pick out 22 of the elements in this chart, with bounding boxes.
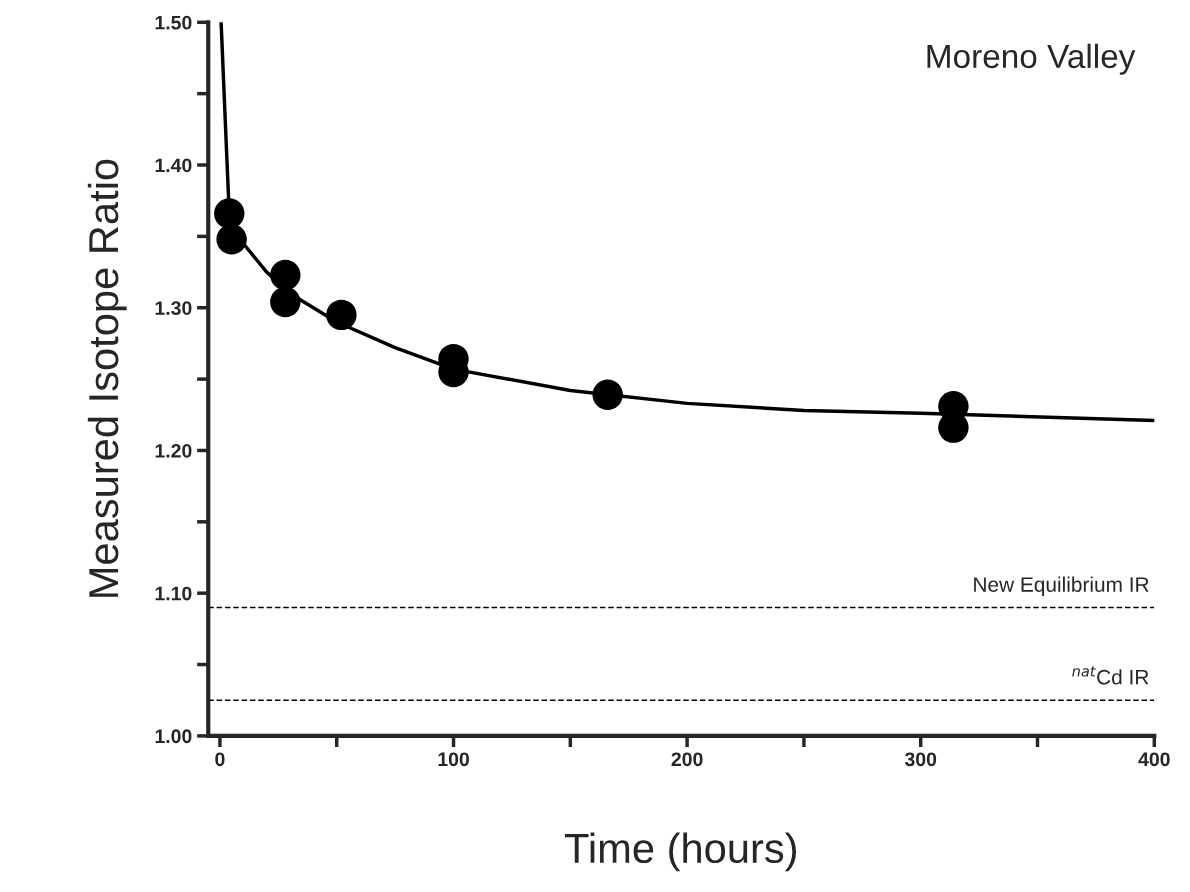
y-tick-label: 1.00 xyxy=(155,729,192,744)
x-tick-label: 200 xyxy=(671,752,703,767)
point xyxy=(216,224,247,255)
y-tick-label: 1.40 xyxy=(155,158,192,173)
ref-line-label: New Equilibrium IR xyxy=(974,576,1149,597)
y-axis-title: Measured Isotope Ratio xyxy=(87,159,127,597)
x-tick-label: 0 xyxy=(215,752,225,767)
ref-line-label: $^{nat}$Cd IR xyxy=(1072,666,1149,685)
point xyxy=(270,259,301,291)
y-tick-label: 1.10 xyxy=(155,586,192,601)
y-tick-label: 1.50 xyxy=(155,15,192,30)
y-tick-label: 1.20 xyxy=(155,443,192,458)
y-tick-label: 1.30 xyxy=(155,301,192,315)
point xyxy=(326,299,357,331)
point xyxy=(214,198,245,229)
point xyxy=(270,286,301,318)
annotation: Moreno Valley xyxy=(927,43,1136,75)
point xyxy=(592,379,623,411)
x-tick-label: 100 xyxy=(438,752,469,767)
x-tick-label: 300 xyxy=(904,752,937,767)
x-axis-title: Time (hours) xyxy=(564,832,796,872)
x-tick-label: 400 xyxy=(1138,752,1170,767)
